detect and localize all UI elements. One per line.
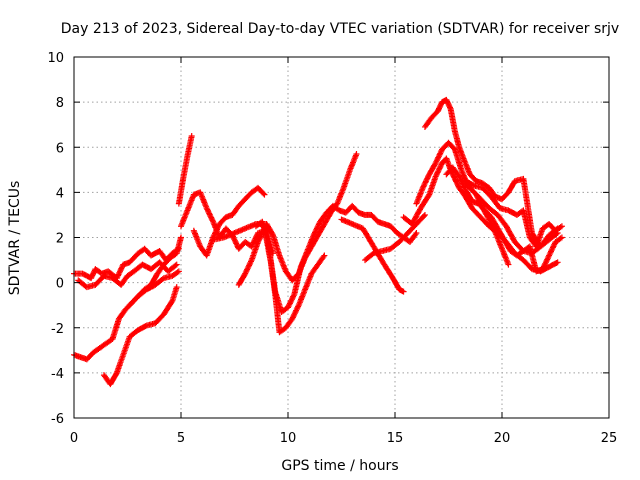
series-arc-19	[473, 191, 512, 268]
x-axis-label: GPS time / hours	[281, 458, 398, 474]
data-layer	[71, 96, 565, 388]
series-arc-18	[462, 178, 565, 250]
chart-title: Day 213 of 2023, Sidereal Day-to-day VTE…	[61, 21, 619, 37]
x-tick-label: 0	[70, 431, 78, 446]
data-point	[546, 252, 553, 259]
series-trace	[127, 269, 181, 308]
x-tick-label: 10	[280, 431, 297, 446]
y-tick-label: -6	[51, 412, 64, 427]
data-point	[473, 191, 480, 198]
x-tick-label: 5	[177, 431, 185, 446]
series-trace	[363, 213, 427, 263]
y-tick-label: 2	[56, 232, 64, 247]
series-arc-12	[338, 216, 407, 295]
series-arc-16	[421, 96, 561, 250]
y-tick-label: 10	[47, 51, 64, 66]
series-trace	[101, 285, 180, 386]
series-arc-6	[175, 132, 195, 207]
series-arc-8	[190, 184, 268, 259]
series-trace	[463, 178, 564, 249]
series-trace	[176, 134, 195, 206]
series-trace	[254, 203, 419, 315]
y-tick-label: 6	[56, 141, 64, 156]
series-trace	[474, 193, 511, 267]
series-arc-17	[443, 164, 565, 275]
series-arc-13	[362, 211, 428, 264]
series-arc-4	[100, 284, 180, 388]
tick-layer: 0 5 10 15 20 25 -6 -4 -2 0 2 4 6 8 10	[47, 51, 617, 446]
series-arc-11	[252, 202, 420, 315]
x-tick-label: 15	[387, 431, 404, 446]
y-tick-label: -2	[51, 322, 64, 337]
series-trace	[76, 260, 179, 290]
y-tick-label: 0	[56, 277, 64, 292]
y-tick-label: 8	[56, 96, 64, 111]
y-axis-label: SDTVAR / TECUs	[7, 181, 23, 296]
y-tick-label: -4	[51, 367, 64, 382]
y-tick-label: 4	[56, 186, 64, 201]
series-arc-2	[75, 259, 180, 291]
series-arc-5	[126, 268, 182, 309]
x-tick-label: 25	[601, 431, 618, 446]
series-trace	[191, 185, 267, 258]
series-trace	[339, 217, 406, 295]
x-tick-label: 20	[494, 431, 511, 446]
